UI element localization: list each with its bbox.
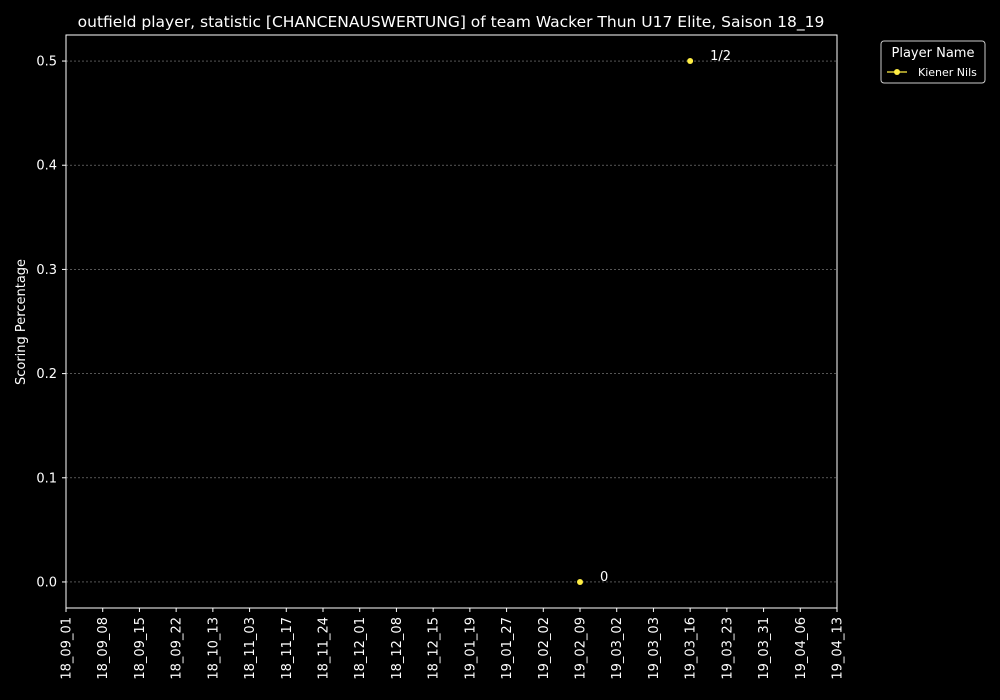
data-point — [577, 578, 583, 585]
data-point — [687, 58, 694, 65]
x-tick-label: 18_11_24 — [317, 617, 332, 680]
y-axis: 0.0 0.1 0.2 0.3 0.4 0.5 — [36, 55, 66, 590]
legend: Player Name Kiener Nils — [880, 40, 986, 84]
x-tick-label: 19_03_02 — [610, 617, 625, 680]
x-tick-label: 18_12_01 — [353, 617, 368, 680]
y-tick-label: 0.2 — [36, 367, 57, 382]
chart-title: outfield player, statistic [CHANCENAUSWE… — [78, 13, 825, 32]
x-tick-label: 19_03_23 — [720, 617, 735, 680]
y-tick-label: 0.0 — [36, 575, 57, 590]
x-tick-label: 18_12_15 — [427, 617, 442, 680]
x-tick-label: 18_11_03 — [243, 617, 258, 680]
x-tick-label: 18_09_01 — [60, 617, 75, 680]
legend-title: Player Name — [892, 46, 975, 61]
x-tick-label: 18_10_13 — [206, 617, 221, 680]
y-tick-label: 0.4 — [36, 159, 57, 174]
x-tick-label: 19_03_16 — [684, 617, 699, 680]
x-tick-label: 18_12_08 — [390, 617, 405, 680]
x-tick-label: 19_02_02 — [537, 617, 552, 680]
points-layer: 0 1/2 — [577, 49, 731, 585]
x-tick-label: 19_01_19 — [463, 617, 478, 680]
y-tick-label: 0.3 — [36, 263, 57, 278]
y-tick-label: 0.1 — [36, 471, 57, 486]
legend-entry-kiener-nils: Kiener Nils — [918, 66, 977, 79]
x-tick-label: 18_11_17 — [280, 617, 295, 680]
x-tick-label: 18_09_08 — [96, 617, 111, 680]
data-label: 0 — [600, 570, 608, 585]
grid-layer — [66, 60, 837, 583]
y-axis-label: Scoring Percentage — [14, 259, 29, 385]
x-tick-label: 19_01_27 — [500, 617, 515, 680]
x-tick-label: 19_03_31 — [757, 617, 772, 680]
x-tick-label: 19_02_09 — [574, 617, 589, 680]
legend-point-marker — [894, 69, 900, 75]
x-tick-label: 18_09_22 — [170, 617, 185, 680]
x-tick-label: 19_04_13 — [831, 617, 846, 680]
x-tick-label: 19_04_06 — [794, 617, 809, 680]
x-tick-label: 19_03_03 — [647, 617, 662, 680]
x-tick-label: 18_09_15 — [133, 617, 148, 680]
data-label: 1/2 — [710, 49, 731, 64]
y-tick-label: 0.5 — [36, 55, 57, 70]
x-axis: 18_09_01 18_09_08 18_09_15 18_09_22 18_10_13… — [60, 608, 846, 680]
plot-frame — [65, 34, 838, 609]
